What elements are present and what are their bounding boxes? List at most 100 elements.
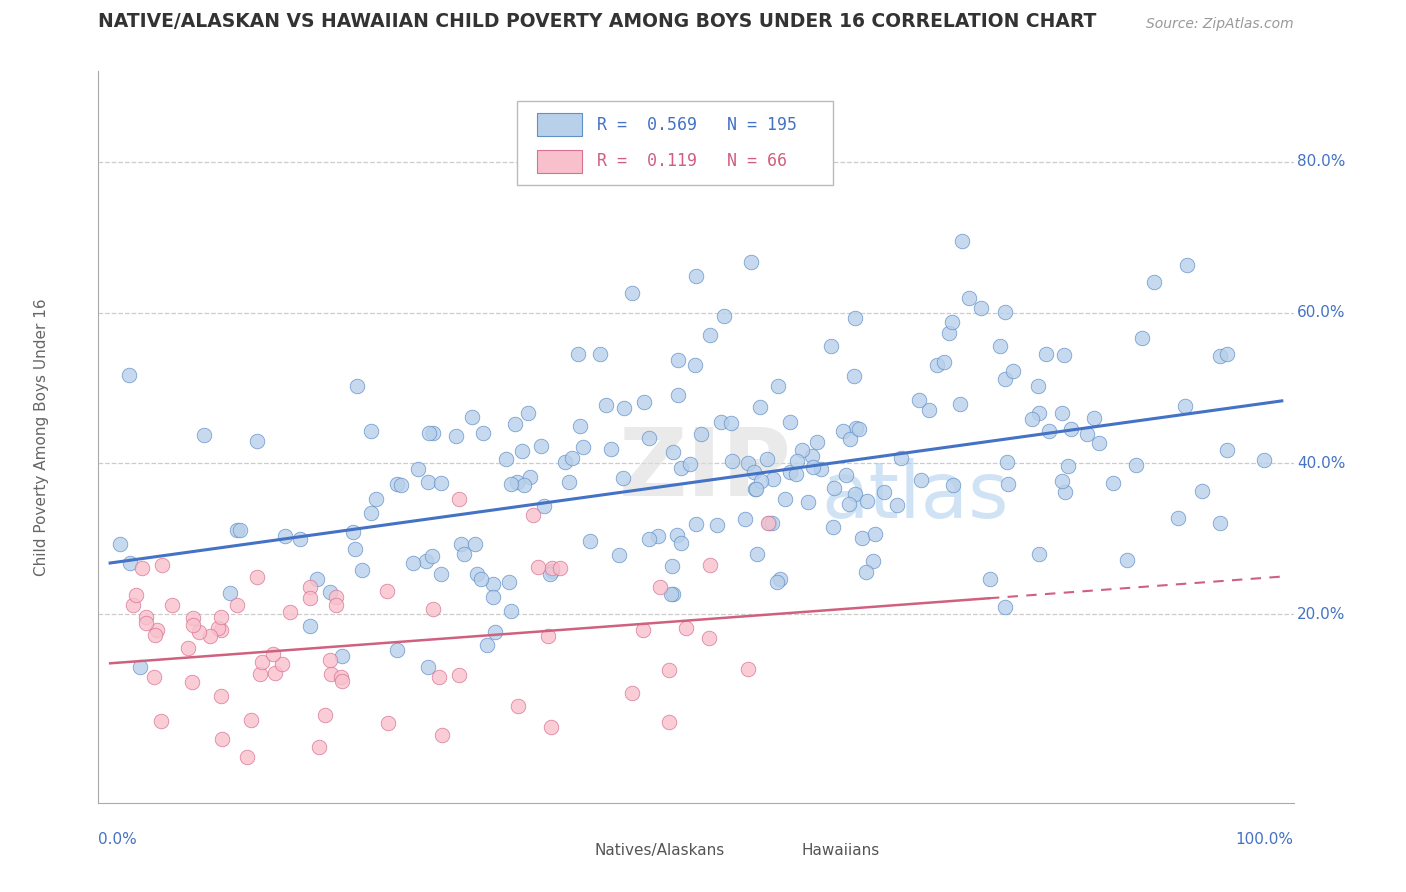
Point <box>415 554 437 568</box>
FancyBboxPatch shape <box>517 101 834 185</box>
Point <box>299 591 322 605</box>
Point <box>501 604 523 618</box>
Point <box>1028 406 1050 420</box>
Point <box>288 533 311 547</box>
Point <box>150 714 173 728</box>
Point <box>938 326 960 341</box>
Point <box>236 750 259 764</box>
Point <box>863 526 886 541</box>
Point <box>737 662 759 676</box>
Point <box>541 564 564 578</box>
Point <box>495 452 517 467</box>
Point <box>755 451 778 466</box>
Point <box>744 482 766 496</box>
Point <box>648 580 671 594</box>
Point <box>1143 275 1166 289</box>
Point <box>638 532 661 546</box>
Point <box>796 494 818 508</box>
Point <box>621 686 644 700</box>
Point <box>647 529 669 543</box>
Point <box>461 410 484 425</box>
Point <box>188 625 211 640</box>
Point <box>666 352 689 367</box>
Point <box>1125 458 1147 472</box>
Point <box>517 405 540 419</box>
Point <box>669 535 692 549</box>
Point <box>319 584 342 599</box>
Point <box>1002 364 1025 378</box>
Point <box>1035 347 1057 361</box>
Point <box>482 577 505 591</box>
Point <box>745 547 768 561</box>
Point <box>631 623 654 637</box>
Point <box>661 559 683 574</box>
Point <box>820 339 842 353</box>
Point <box>325 598 347 612</box>
Point <box>538 567 561 582</box>
Point <box>108 536 131 550</box>
Point <box>685 517 707 532</box>
Point <box>855 565 877 579</box>
Point <box>607 549 630 563</box>
Text: Natives/Alaskans: Natives/Alaskans <box>595 843 724 858</box>
Point <box>751 474 773 488</box>
Point <box>801 449 824 463</box>
Point <box>246 570 269 584</box>
Point <box>766 378 789 392</box>
Point <box>427 670 450 684</box>
Point <box>848 421 870 435</box>
Point <box>366 492 388 507</box>
Point <box>422 602 444 616</box>
Point <box>855 494 877 508</box>
Point <box>831 424 853 438</box>
Point <box>274 529 297 543</box>
Point <box>994 305 1017 319</box>
Point <box>416 475 439 489</box>
Point <box>744 482 766 496</box>
Point <box>1132 331 1154 345</box>
Point <box>1167 511 1189 525</box>
Point <box>429 567 451 582</box>
Text: NATIVE/ALASKAN VS HAWAIIAN CHILD POVERTY AMONG BOYS UNDER 16 CORRELATION CHART: NATIVE/ALASKAN VS HAWAIIAN CHILD POVERTY… <box>98 12 1097 31</box>
Point <box>1215 346 1237 360</box>
Point <box>1026 378 1049 392</box>
Point <box>706 518 728 533</box>
Point <box>252 655 274 669</box>
Point <box>957 291 980 305</box>
Point <box>699 558 721 573</box>
Point <box>779 415 801 429</box>
Point <box>249 667 271 681</box>
Point <box>934 354 956 368</box>
Point <box>506 698 529 713</box>
Point <box>766 574 789 589</box>
Point <box>613 401 636 415</box>
Text: 40.0%: 40.0% <box>1298 456 1346 471</box>
Point <box>181 611 204 625</box>
Point <box>385 476 408 491</box>
Point <box>666 388 689 402</box>
Point <box>873 484 896 499</box>
Text: Hawaiians: Hawaiians <box>801 843 879 858</box>
Point <box>554 455 576 469</box>
Point <box>541 561 564 575</box>
Point <box>997 454 1019 468</box>
Point <box>135 610 157 624</box>
Point <box>122 598 145 612</box>
Point <box>299 619 322 633</box>
Point <box>1191 483 1213 498</box>
Point <box>839 432 862 446</box>
Point <box>271 657 294 672</box>
Point <box>690 426 713 441</box>
Point <box>665 528 688 542</box>
Point <box>588 347 610 361</box>
Point <box>142 670 165 684</box>
Point <box>756 516 779 531</box>
Point <box>498 574 520 589</box>
Text: 0.0%: 0.0% <box>98 832 138 847</box>
Point <box>389 477 412 491</box>
Point <box>1174 400 1197 414</box>
Point <box>675 621 697 635</box>
Text: Source: ZipAtlas.com: Source: ZipAtlas.com <box>1146 17 1294 31</box>
Point <box>949 397 972 411</box>
Point <box>522 508 544 522</box>
